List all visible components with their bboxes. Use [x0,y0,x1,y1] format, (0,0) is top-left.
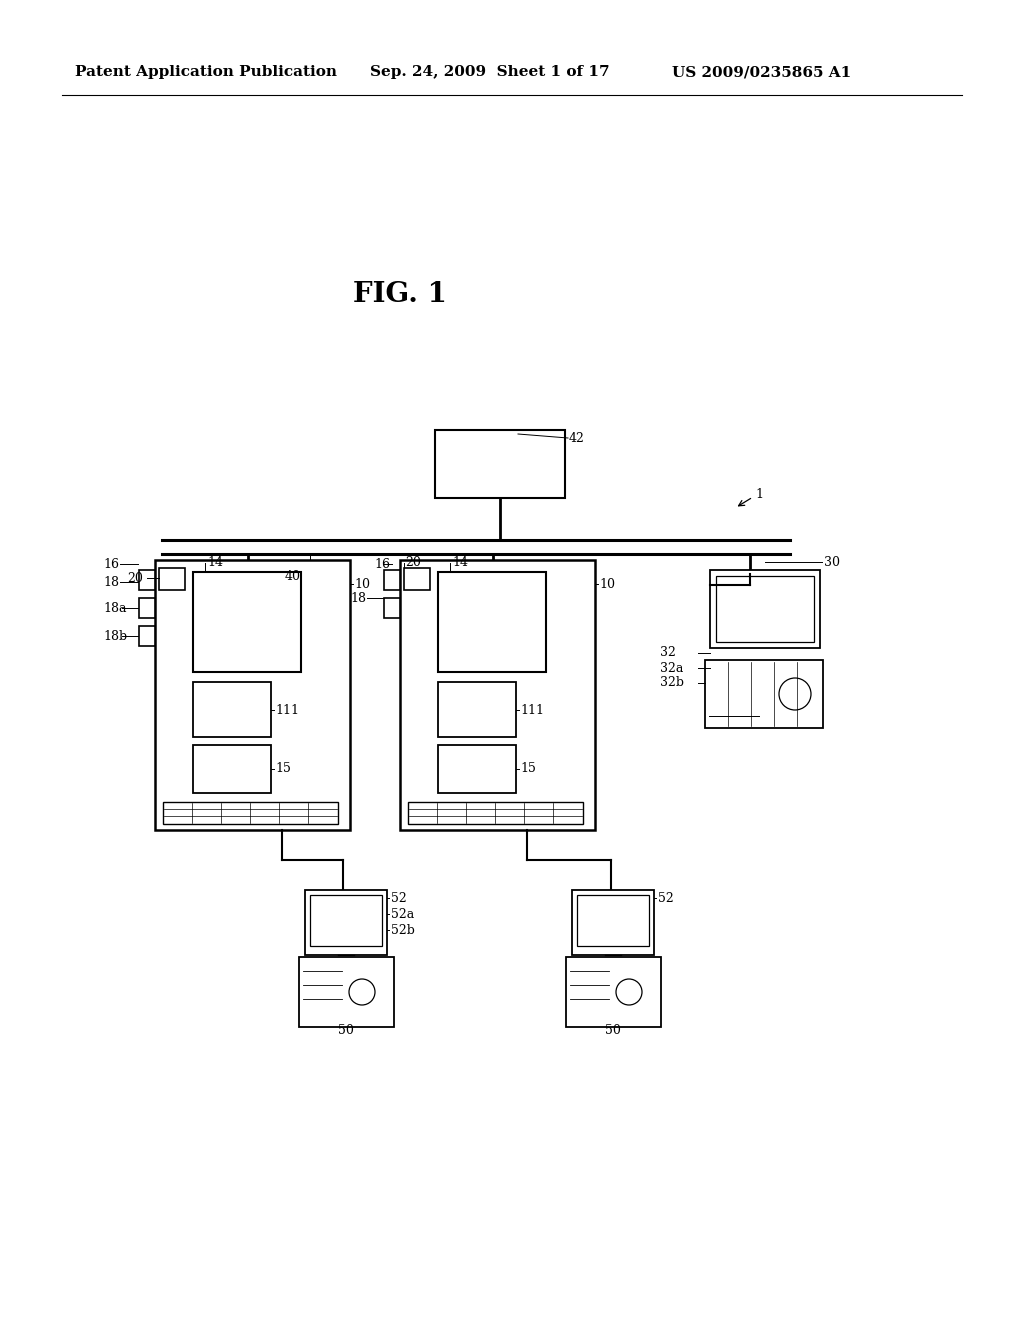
Text: 16: 16 [103,557,119,570]
Bar [310,895,382,946]
Bar [155,560,350,830]
Text: 15: 15 [520,763,536,776]
Bar [710,570,820,648]
Bar [716,576,814,642]
Text: 42: 42 [569,432,585,445]
Bar [193,682,271,737]
Text: 18: 18 [103,576,119,589]
Text: 50: 50 [605,1023,621,1036]
Text: US 2009/0235865 A1: US 2009/0235865 A1 [672,65,851,79]
Text: Patent Application Publication: Patent Application Publication [75,65,337,79]
Bar [299,957,394,1027]
Text: 20: 20 [127,572,143,585]
Text: 18b: 18b [103,630,127,643]
Bar [438,744,516,793]
Text: 18: 18 [350,591,366,605]
Text: 14: 14 [452,557,468,569]
Text: 18a: 18a [103,602,127,615]
Text: FIG. 1: FIG. 1 [353,281,446,309]
Bar [400,560,595,830]
Bar [572,890,654,954]
Text: 111: 111 [275,704,299,717]
Text: 40: 40 [285,569,301,582]
Text: 10: 10 [354,578,370,590]
Bar [566,957,662,1027]
Bar [435,430,565,498]
Text: 111: 111 [520,704,544,717]
Bar [139,626,155,645]
Bar [438,682,516,737]
Text: 1: 1 [755,488,763,502]
Bar [577,895,649,946]
Text: 50: 50 [338,1023,354,1036]
Text: 52: 52 [658,891,674,904]
Bar [139,598,155,618]
Text: 32: 32 [660,647,676,660]
Bar [159,568,185,590]
Text: 52b: 52b [391,924,415,936]
Text: 16: 16 [374,557,390,570]
Bar [408,803,583,824]
Bar [705,660,823,729]
Text: 15: 15 [275,763,291,776]
Bar [438,572,546,672]
Text: 52a: 52a [391,908,415,920]
Text: 52: 52 [391,891,407,904]
Text: 20: 20 [406,557,421,569]
Bar [193,744,271,793]
Bar [384,570,400,590]
Bar [163,803,338,824]
Text: 32a: 32a [660,661,683,675]
Bar [384,598,400,618]
Text: Sep. 24, 2009  Sheet 1 of 17: Sep. 24, 2009 Sheet 1 of 17 [370,65,609,79]
Text: 30: 30 [824,556,840,569]
Bar [193,572,301,672]
Text: 10: 10 [599,578,615,590]
Bar [139,570,155,590]
Text: 14: 14 [207,557,223,569]
Bar [404,568,430,590]
Text: 32b: 32b [660,676,684,689]
Bar [305,890,387,954]
